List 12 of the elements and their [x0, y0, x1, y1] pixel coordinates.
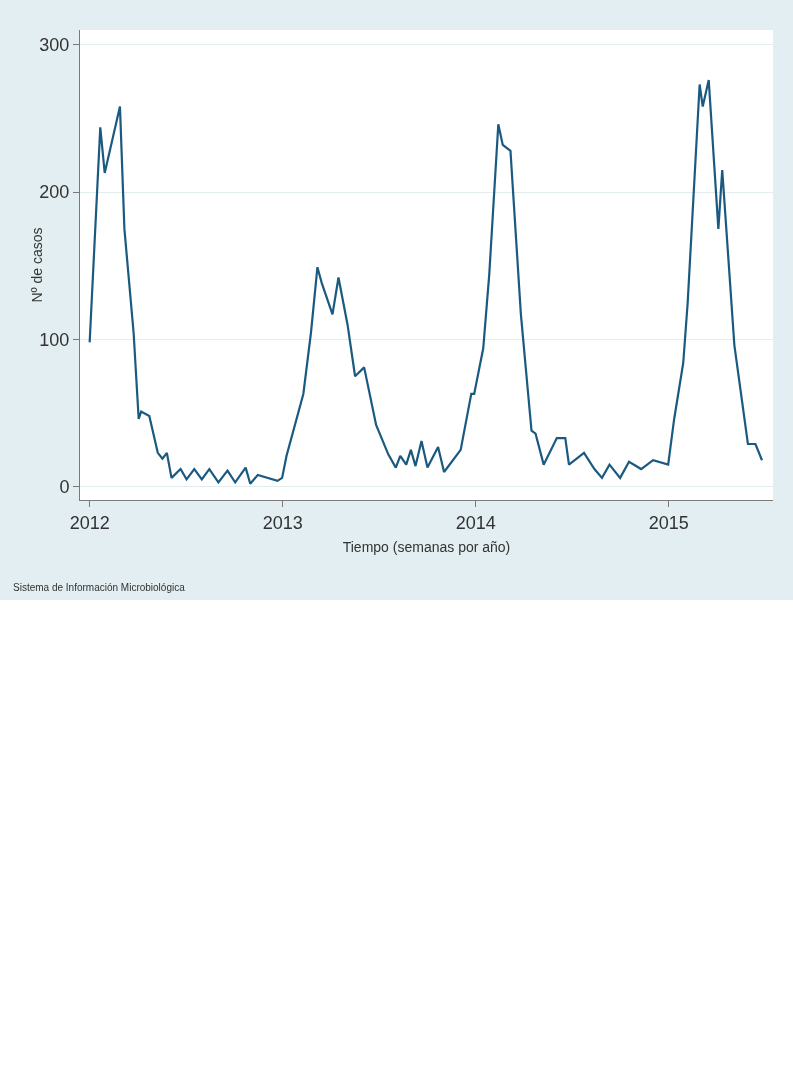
x-tick-label: 2015: [648, 512, 689, 533]
y-tick-label: 0: [59, 477, 70, 498]
x-tick-label: 2013: [262, 512, 303, 533]
text: Sistema de Información Microbiológica: [13, 582, 186, 593]
x-axis-title: Tiempo (semanas por año): [342, 539, 511, 555]
x-tick-label: 2014: [455, 512, 496, 533]
y-axis-title: Nº de casos: [29, 227, 45, 303]
y-tick-label: 100: [39, 329, 70, 350]
y-tick-label: 200: [39, 182, 70, 203]
y-tick-label: 300: [39, 35, 70, 56]
x-tick-label: 2012: [69, 512, 110, 533]
line-series: [88, 78, 764, 485]
